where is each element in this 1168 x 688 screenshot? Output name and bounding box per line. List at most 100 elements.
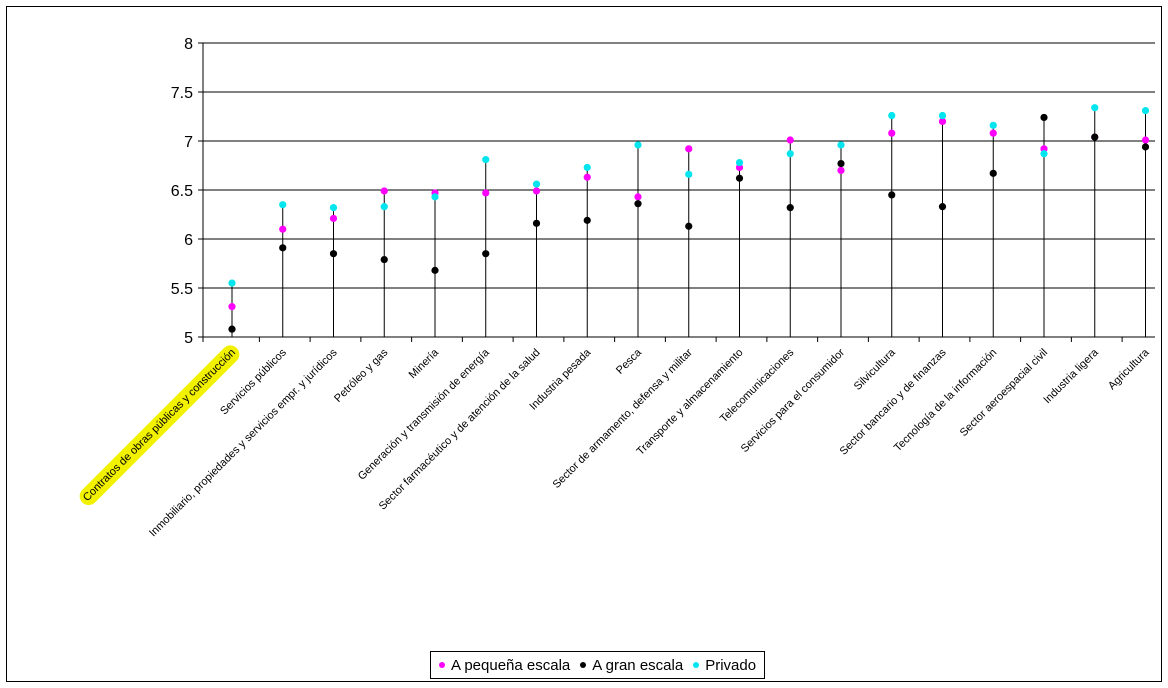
x-category-label-group-0: Contratos de obras públicas y construcci… xyxy=(79,345,240,506)
point-series2-cat14 xyxy=(938,111,947,120)
y-tick-label-0: 5 xyxy=(184,330,193,347)
x-category-label-13: Silvicultura xyxy=(852,346,899,393)
legend-item-2: Privado xyxy=(693,657,756,674)
point-series2-cat9 xyxy=(685,170,693,178)
point-series1-cat15 xyxy=(989,169,997,177)
legend-label-1: A gran escala xyxy=(592,656,684,674)
point-series1-cat17 xyxy=(1091,133,1099,141)
point-series2-cat2 xyxy=(329,204,338,212)
y-tick-label-4: 7 xyxy=(184,134,193,151)
x-category-label-14: Sector bancario y de finanzas xyxy=(838,346,949,457)
y-tick-label-6: 8 xyxy=(184,36,193,53)
point-series0-cat15 xyxy=(989,129,997,137)
point-series2-cat13 xyxy=(888,111,896,120)
x-category-label-group-16: Sector aeroespacial civil xyxy=(958,347,1050,439)
legend-marker-0 xyxy=(439,662,445,668)
point-series1-cat4 xyxy=(431,266,439,274)
x-category-label-group-3: Petróleo y gas xyxy=(332,346,391,405)
point-series1-cat1 xyxy=(279,244,287,252)
y-tick-label-3: 6.5 xyxy=(171,183,193,200)
point-series2-cat18 xyxy=(1141,107,1150,115)
chart-frame: 5 5.5 6 6.5 7 7.5 8 Contratos de obras pública… xyxy=(6,6,1162,682)
highlight-marker xyxy=(79,345,240,506)
x-category-label-15: Tecnología de la información xyxy=(892,347,1000,455)
x-category-label-0: Contratos de obras públicas y construcci… xyxy=(81,347,238,504)
y-axis-ticks: 5 5.5 6 6.5 7 7.5 8 xyxy=(171,36,1123,347)
point-series2-cat5 xyxy=(482,156,490,164)
point-series2-cat0 xyxy=(228,279,236,287)
point-series0-cat18 xyxy=(1141,136,1150,144)
point-series2-cat8 xyxy=(634,141,642,149)
point-series0-cat1 xyxy=(279,225,287,233)
y-tick-label-1: 5.5 xyxy=(171,281,193,298)
x-category-label-12: Servicios para el consumidor xyxy=(739,346,848,455)
legend-item-1: A gran escala xyxy=(580,657,683,674)
point-series1-cat8 xyxy=(634,200,642,208)
legend-label-2: Privado xyxy=(705,656,757,674)
point-series0-cat13 xyxy=(888,129,896,137)
point-series1-cat13 xyxy=(888,191,896,199)
point-series2-cat1 xyxy=(279,201,287,209)
point-series1-cat16 xyxy=(1040,113,1048,122)
point-series0-cat12 xyxy=(837,166,845,174)
x-category-label-group-8: Pesca xyxy=(614,346,645,377)
x-category-label-group-13: Silvicultura xyxy=(852,346,899,393)
point-series1-cat2 xyxy=(329,250,338,258)
x-category-label-group-14: Sector bancario y de finanzas xyxy=(838,346,949,457)
legend-marker-2 xyxy=(693,662,700,668)
x-category-label-10: Transporte y almacenamiento xyxy=(635,347,746,458)
y-tick-label-5: 7.5 xyxy=(171,85,193,102)
point-series1-cat0 xyxy=(228,325,236,333)
point-series0-cat14 xyxy=(938,117,947,125)
point-series1-cat6 xyxy=(532,219,541,227)
legend-marker-1 xyxy=(580,662,587,668)
x-category-label-3: Petróleo y gas xyxy=(332,346,391,405)
point-series1-cat11 xyxy=(786,204,794,212)
point-series1-cat12 xyxy=(837,159,845,168)
point-series0-cat5 xyxy=(482,189,490,197)
x-category-label-group-10: Transporte y almacenamiento xyxy=(635,347,746,458)
point-series1-cat10 xyxy=(735,174,744,182)
point-series2-cat12 xyxy=(837,141,845,149)
category-stems xyxy=(231,107,1146,337)
legend-label-0: A pequeña escala xyxy=(451,656,571,674)
point-series2-cat17 xyxy=(1091,104,1099,112)
point-series2-cat10 xyxy=(735,158,744,167)
point-series2-cat7 xyxy=(583,163,591,172)
legend: A pequeña escala A gran escala Privado xyxy=(430,651,766,679)
x-category-label-2: Inmobiliario, propiedades y servicios em… xyxy=(147,346,340,539)
point-series0-cat3 xyxy=(380,187,388,195)
legend-item-0: A pequeña escala xyxy=(439,657,570,674)
x-axis-category-labels: Contratos de obras públicas y construcci… xyxy=(79,345,1152,539)
point-series2-cat3 xyxy=(380,203,388,211)
x-category-label-18: Agricultura xyxy=(1106,346,1152,392)
point-series0-cat11 xyxy=(786,136,794,144)
x-category-label-group-2: Inmobiliario, propiedades y servicios em… xyxy=(147,346,340,539)
point-series0-cat0 xyxy=(228,303,236,311)
point-series1-cat9 xyxy=(685,222,693,230)
point-series2-cat6 xyxy=(532,180,541,188)
x-category-label-8: Pesca xyxy=(614,346,645,377)
point-series0-cat2 xyxy=(329,214,338,223)
x-category-label-group-18: Agricultura xyxy=(1106,346,1152,392)
point-series2-cat11 xyxy=(786,150,794,158)
point-series0-cat7 xyxy=(583,173,591,181)
gridlines xyxy=(202,42,1155,338)
point-series1-cat3 xyxy=(380,255,388,264)
x-category-label-group-12: Servicios para el consumidor xyxy=(739,346,848,455)
point-series0-cat6 xyxy=(532,187,541,195)
point-series2-cat4 xyxy=(431,193,439,201)
x-category-label-group-4: Minería xyxy=(407,346,442,381)
point-series1-cat14 xyxy=(938,203,947,211)
x-category-label-16: Sector aeroespacial civil xyxy=(958,347,1050,439)
point-series0-cat9 xyxy=(685,145,693,153)
x-category-label-17: Industria ligera xyxy=(1041,346,1101,406)
point-series2-cat16 xyxy=(1040,150,1048,158)
x-category-label-4: Minería xyxy=(407,346,442,381)
point-series2-cat15 xyxy=(989,121,997,129)
point-series1-cat18 xyxy=(1141,143,1150,151)
dot-plot-chart: 5 5.5 6 6.5 7 7.5 8 Contratos de obras pública… xyxy=(79,36,1155,539)
x-category-label-group-17: Industria ligera xyxy=(1041,346,1101,406)
y-tick-label-2: 6 xyxy=(184,232,193,249)
point-series1-cat7 xyxy=(583,216,591,224)
